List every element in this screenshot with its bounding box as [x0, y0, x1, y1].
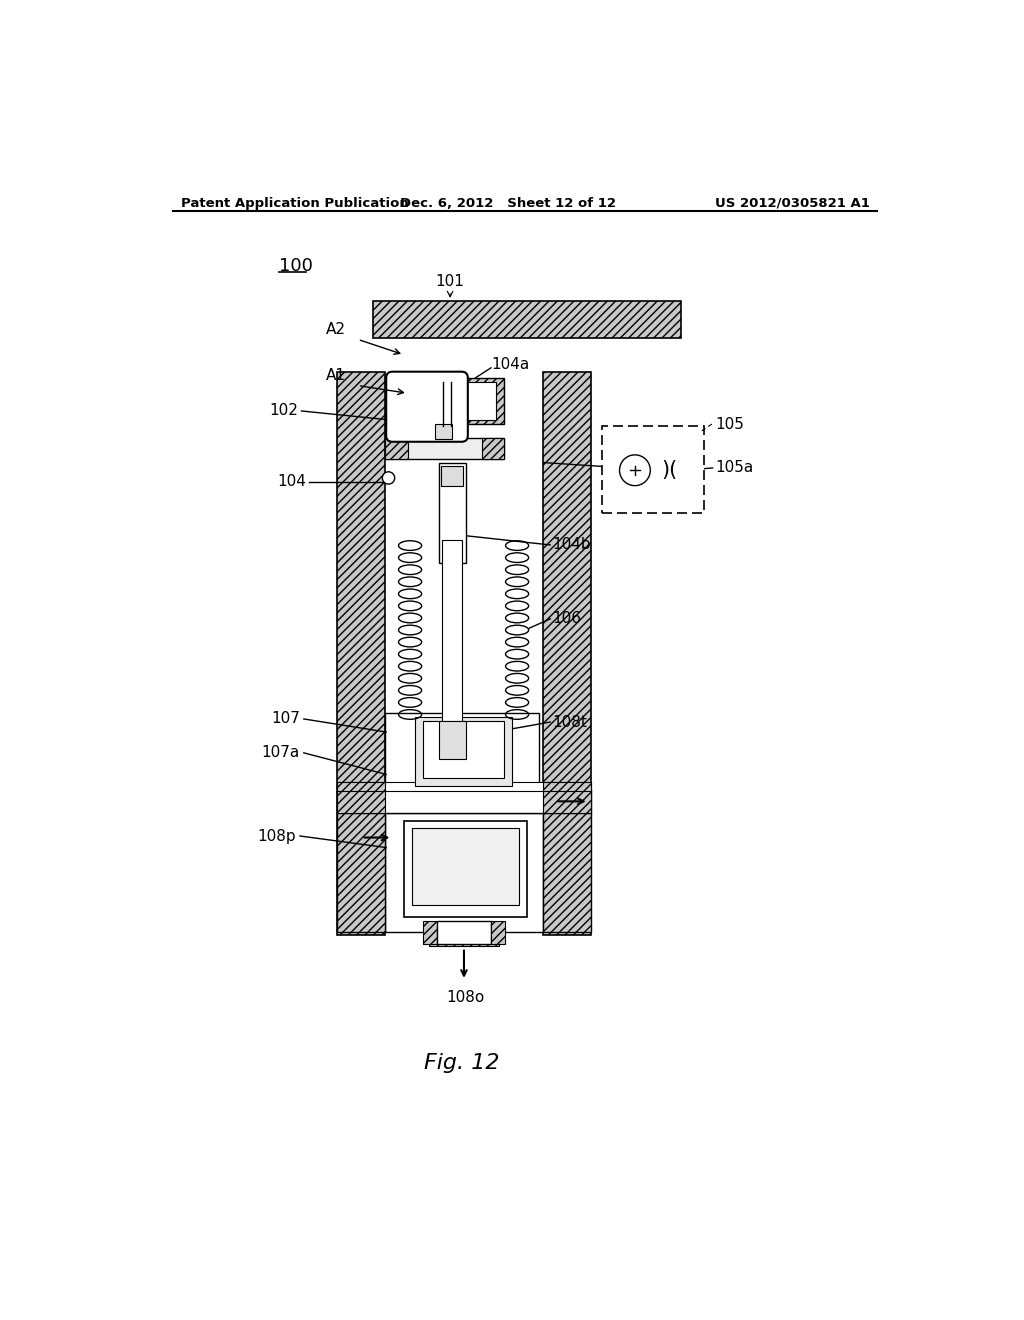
- Text: Patent Application Publication: Patent Application Publication: [180, 197, 409, 210]
- Text: 100: 100: [280, 257, 313, 275]
- Bar: [544, 372, 591, 935]
- Text: 101: 101: [435, 275, 465, 289]
- Bar: [438, 381, 497, 420]
- Bar: [442, 540, 462, 721]
- Bar: [385, 438, 408, 459]
- Circle shape: [382, 471, 394, 484]
- Bar: [544, 781, 591, 792]
- Text: Fig. 12: Fig. 12: [424, 1053, 500, 1073]
- Bar: [416, 717, 512, 785]
- Bar: [441, 466, 463, 486]
- Bar: [490, 921, 505, 944]
- Text: 106: 106: [553, 611, 582, 627]
- Text: 105: 105: [716, 417, 744, 432]
- Text: 102: 102: [269, 404, 298, 418]
- Bar: [431, 378, 504, 424]
- Circle shape: [620, 455, 650, 486]
- Bar: [403, 821, 527, 917]
- Bar: [423, 921, 437, 944]
- Text: 107: 107: [271, 711, 300, 726]
- Text: 108o: 108o: [446, 990, 484, 1006]
- Bar: [602, 426, 705, 512]
- Text: 107a: 107a: [262, 746, 300, 760]
- Bar: [481, 438, 504, 459]
- Text: 104b: 104b: [553, 537, 591, 553]
- Text: )(: )(: [662, 461, 678, 480]
- Bar: [412, 829, 519, 906]
- Text: US 2012/0305821 A1: US 2012/0305821 A1: [715, 197, 869, 210]
- Bar: [385, 713, 539, 793]
- FancyBboxPatch shape: [386, 372, 468, 442]
- Bar: [337, 813, 385, 932]
- Bar: [429, 935, 499, 946]
- Bar: [438, 721, 466, 759]
- Bar: [437, 921, 490, 944]
- Bar: [385, 813, 544, 932]
- Text: A2: A2: [327, 322, 346, 337]
- Bar: [337, 781, 385, 792]
- Text: Dec. 6, 2012   Sheet 12 of 12: Dec. 6, 2012 Sheet 12 of 12: [399, 197, 615, 210]
- Bar: [337, 781, 591, 792]
- Text: 108p: 108p: [257, 829, 296, 843]
- Bar: [373, 301, 681, 338]
- Bar: [544, 789, 591, 813]
- Bar: [337, 789, 591, 813]
- Bar: [337, 789, 385, 813]
- Text: 108t: 108t: [553, 714, 588, 730]
- Bar: [435, 424, 452, 440]
- Text: 104a: 104a: [490, 358, 529, 372]
- Bar: [544, 813, 591, 932]
- Bar: [385, 438, 504, 459]
- Text: 105a: 105a: [716, 461, 754, 475]
- Text: 104: 104: [278, 474, 306, 490]
- Bar: [438, 462, 466, 562]
- Text: A1: A1: [327, 368, 346, 383]
- Bar: [337, 372, 385, 935]
- Bar: [423, 721, 504, 779]
